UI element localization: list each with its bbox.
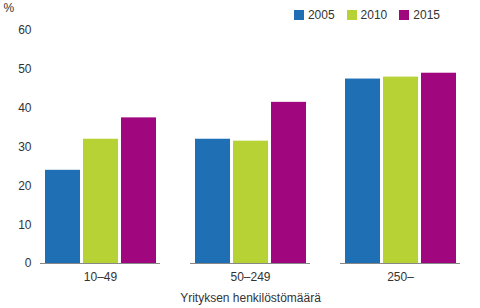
html-text:2015: 2015 <box>413 8 440 22</box>
html-text:2005: 2005 <box>307 8 335 22</box>
svg-text:10: 10 <box>18 218 32 232</box>
svg-text:40: 40 <box>18 101 32 115</box>
svg-text:10–49: 10–49 <box>84 270 118 284</box>
html-text:2010: 2010 <box>360 8 388 22</box>
svg-text:20: 20 <box>18 179 32 193</box>
svg-text:50: 50 <box>18 62 32 76</box>
svg-text:0: 0 <box>25 256 32 270</box>
svg-text:30: 30 <box>18 140 32 154</box>
svg-text:50–249: 50–249 <box>230 270 270 284</box>
svg-text:250–: 250– <box>387 270 414 284</box>
svg-text:Yrityksen henkilöstömäärä: Yrityksen henkilöstömäärä <box>180 291 321 305</box>
svg-text:%: % <box>4 1 15 15</box>
svg-text:60: 60 <box>18 23 32 37</box>
